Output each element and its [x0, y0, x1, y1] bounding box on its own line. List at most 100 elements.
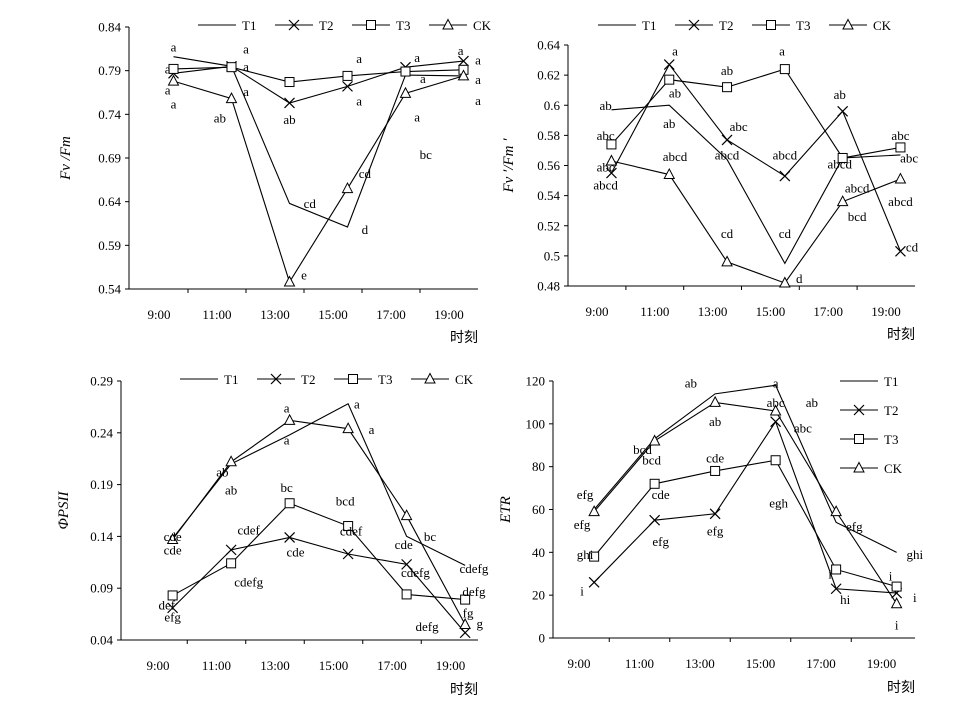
data-point: [401, 589, 412, 600]
y-tick-label: 0.62: [537, 68, 560, 83]
series-line: [611, 68, 901, 159]
series-line: [593, 420, 897, 594]
series-T1: [172, 403, 466, 566]
data-point: [400, 509, 413, 521]
annotation-label: i: [889, 568, 893, 583]
x-tick-label: 9:00: [147, 307, 170, 322]
data-point: [225, 92, 238, 104]
x-tick-label: 17:00: [813, 304, 843, 319]
legend-label: T2: [301, 372, 315, 387]
annotation-label: cd: [359, 166, 372, 181]
annotation-label: ab: [669, 86, 681, 101]
annotation-label: cd: [906, 239, 919, 254]
x-tick-label: 19:00: [436, 658, 466, 673]
y-tick-label: 0.79: [98, 63, 121, 78]
data-point: [837, 152, 848, 163]
annotation-label: cde: [706, 451, 724, 466]
legend-label: T3: [396, 18, 410, 33]
y-tick-label: 20: [532, 588, 545, 603]
annotation-label: a: [672, 44, 678, 59]
annotation-label: ab: [834, 87, 846, 102]
legend-marker: [853, 404, 865, 416]
series-line: [172, 419, 466, 625]
annotation-label: ab: [721, 63, 733, 78]
y-tick-label: 60: [532, 502, 545, 517]
data-point: [895, 142, 906, 153]
series-line: [172, 502, 466, 601]
series-CK: [167, 69, 470, 287]
data-point: [342, 70, 353, 81]
legend-label: T1: [642, 18, 656, 33]
data-point: [779, 170, 791, 182]
legend-marker: [366, 20, 376, 30]
legend-label: CK: [873, 18, 892, 33]
data-point: [284, 77, 295, 88]
annotation-label: cde: [286, 544, 304, 559]
series-line: [173, 56, 464, 228]
data-point: [890, 597, 903, 609]
data-point: [710, 465, 721, 476]
annotation-label: a: [171, 96, 177, 111]
data-point: [894, 172, 907, 184]
annotation-label: ab: [663, 116, 675, 131]
x-tick-label: 19:00: [434, 307, 464, 322]
y-axis-label: Fv ′/Fm ′: [501, 138, 517, 194]
data-point: [166, 532, 179, 545]
x-axis-label: 时刻: [450, 330, 478, 346]
data-point: [779, 64, 790, 75]
annotation-label: abcd: [827, 156, 852, 171]
x-tick-label: 15:00: [319, 658, 349, 673]
x-tick-label: 15:00: [318, 307, 348, 322]
y-tick-label: 120: [526, 374, 546, 389]
data-point: [830, 505, 842, 517]
annotation-label: a: [165, 61, 171, 76]
annotation-label: abcd: [593, 178, 618, 193]
series-line: [611, 104, 901, 265]
y-tick-label: 80: [532, 459, 545, 474]
data-point: [663, 167, 676, 180]
annotation-label: efg: [846, 519, 863, 534]
data-point: [459, 617, 471, 629]
annotation-label: abc: [767, 395, 785, 410]
annotation-label: abcd: [773, 147, 798, 162]
annotation-label: abcd: [715, 147, 740, 162]
x-tick-label: 13:00: [260, 658, 290, 673]
annotation-label: e: [301, 268, 307, 283]
chart-panel-3: 0.04 0.09 0.14 0.19 0.24 0.29 9:00 11:00 13:00 15…: [56, 372, 489, 698]
legend: T1 T2 T3 CK: [598, 18, 892, 33]
x-tick-label: 9:00: [585, 304, 608, 319]
annotation-label: abc: [730, 119, 748, 134]
data-point: [649, 478, 660, 489]
annotation-label: cde: [164, 529, 182, 544]
y-tick-label: 0.48: [537, 279, 560, 294]
annotation-label: a: [354, 396, 360, 411]
annotation-label: a: [475, 53, 481, 68]
annotation-label: bcd: [633, 442, 652, 457]
x-axis-label: 时刻: [887, 327, 915, 343]
x-tick-label: 19:00: [871, 304, 901, 319]
data-point: [605, 154, 618, 166]
annotation-label: a: [243, 84, 249, 99]
annotation-label: i: [895, 618, 899, 633]
data-point: [836, 195, 849, 207]
annotation-label: abc: [891, 128, 909, 143]
series-T2: [167, 532, 471, 639]
annotation-label: i: [828, 566, 832, 581]
y-tick-label: 0.52: [537, 218, 560, 233]
x-tick-label: 11:00: [202, 307, 231, 322]
data-point: [830, 583, 842, 595]
data-point: [342, 422, 354, 434]
series-line: [593, 459, 897, 588]
annotation-label: bc: [281, 480, 294, 495]
legend-marker: [270, 373, 282, 385]
annotation-label: i: [913, 590, 917, 605]
x-tick-label: 17:00: [377, 658, 407, 673]
y-tick-label: 0.56: [537, 158, 560, 173]
legend-label: CK: [884, 461, 903, 476]
data-point: [648, 434, 661, 446]
data-point: [225, 455, 237, 467]
data-point: [709, 395, 721, 407]
annotation-label: def: [158, 597, 175, 612]
annotation-label: a: [243, 59, 249, 74]
data-point: [588, 505, 600, 517]
